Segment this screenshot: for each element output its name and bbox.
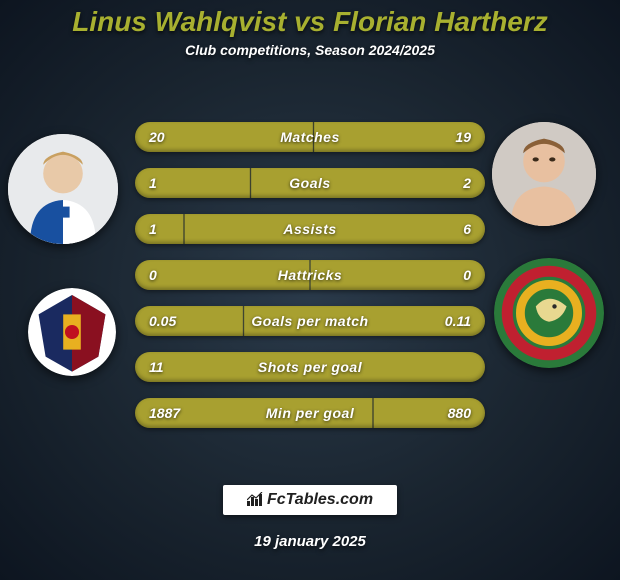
stat-label: Assists bbox=[199, 221, 421, 237]
stats-container: 20Matches191Goals21Assists60Hattricks00.… bbox=[135, 122, 485, 444]
stat-left-value: 11 bbox=[149, 359, 199, 375]
player-right-club-badge bbox=[494, 258, 604, 368]
stat-right-value: 0 bbox=[421, 267, 471, 283]
stat-right-value: 19 bbox=[421, 129, 471, 145]
stat-row: 0.05Goals per match0.11 bbox=[135, 306, 485, 336]
stat-row: 1Assists6 bbox=[135, 214, 485, 244]
stat-right-value: 6 bbox=[421, 221, 471, 237]
stat-row: 20Matches19 bbox=[135, 122, 485, 152]
player-right-avatar bbox=[492, 122, 596, 226]
stat-row: 1Goals2 bbox=[135, 168, 485, 198]
stat-row: 1887Min per goal880 bbox=[135, 398, 485, 428]
player-left-club-badge bbox=[28, 288, 116, 376]
stat-label: Min per goal bbox=[199, 405, 421, 421]
subtitle: Club competitions, Season 2024/2025 bbox=[0, 42, 620, 58]
stat-label: Hattricks bbox=[199, 267, 421, 283]
stat-row: 0Hattricks0 bbox=[135, 260, 485, 290]
footer: FcTables.com 19 january 2025 bbox=[0, 485, 620, 580]
stat-left-value: 20 bbox=[149, 129, 199, 145]
stat-label: Goals bbox=[199, 175, 421, 191]
stat-row: 11Shots per goal bbox=[135, 352, 485, 382]
comparison-date: 19 january 2025 bbox=[0, 533, 620, 550]
page-title: Linus Wahlqvist vs Florian Hartherz bbox=[0, 0, 620, 38]
player-left-avatar bbox=[8, 134, 118, 244]
stat-right-value: 2 bbox=[421, 175, 471, 191]
stat-label: Goals per match bbox=[199, 313, 421, 329]
stat-left-value: 1 bbox=[149, 221, 199, 237]
stat-right-value: 880 bbox=[421, 405, 471, 421]
stat-right-value: 0.11 bbox=[421, 313, 471, 329]
stat-left-value: 0 bbox=[149, 267, 199, 283]
fctables-logo: FcTables.com bbox=[223, 485, 397, 515]
stat-label: Matches bbox=[199, 129, 421, 145]
stat-left-value: 1887 bbox=[149, 405, 199, 421]
stat-label: Shots per goal bbox=[199, 359, 421, 375]
stat-left-value: 0.05 bbox=[149, 313, 199, 329]
logo-text: FcTables.com bbox=[267, 491, 373, 508]
stat-left-value: 1 bbox=[149, 175, 199, 191]
